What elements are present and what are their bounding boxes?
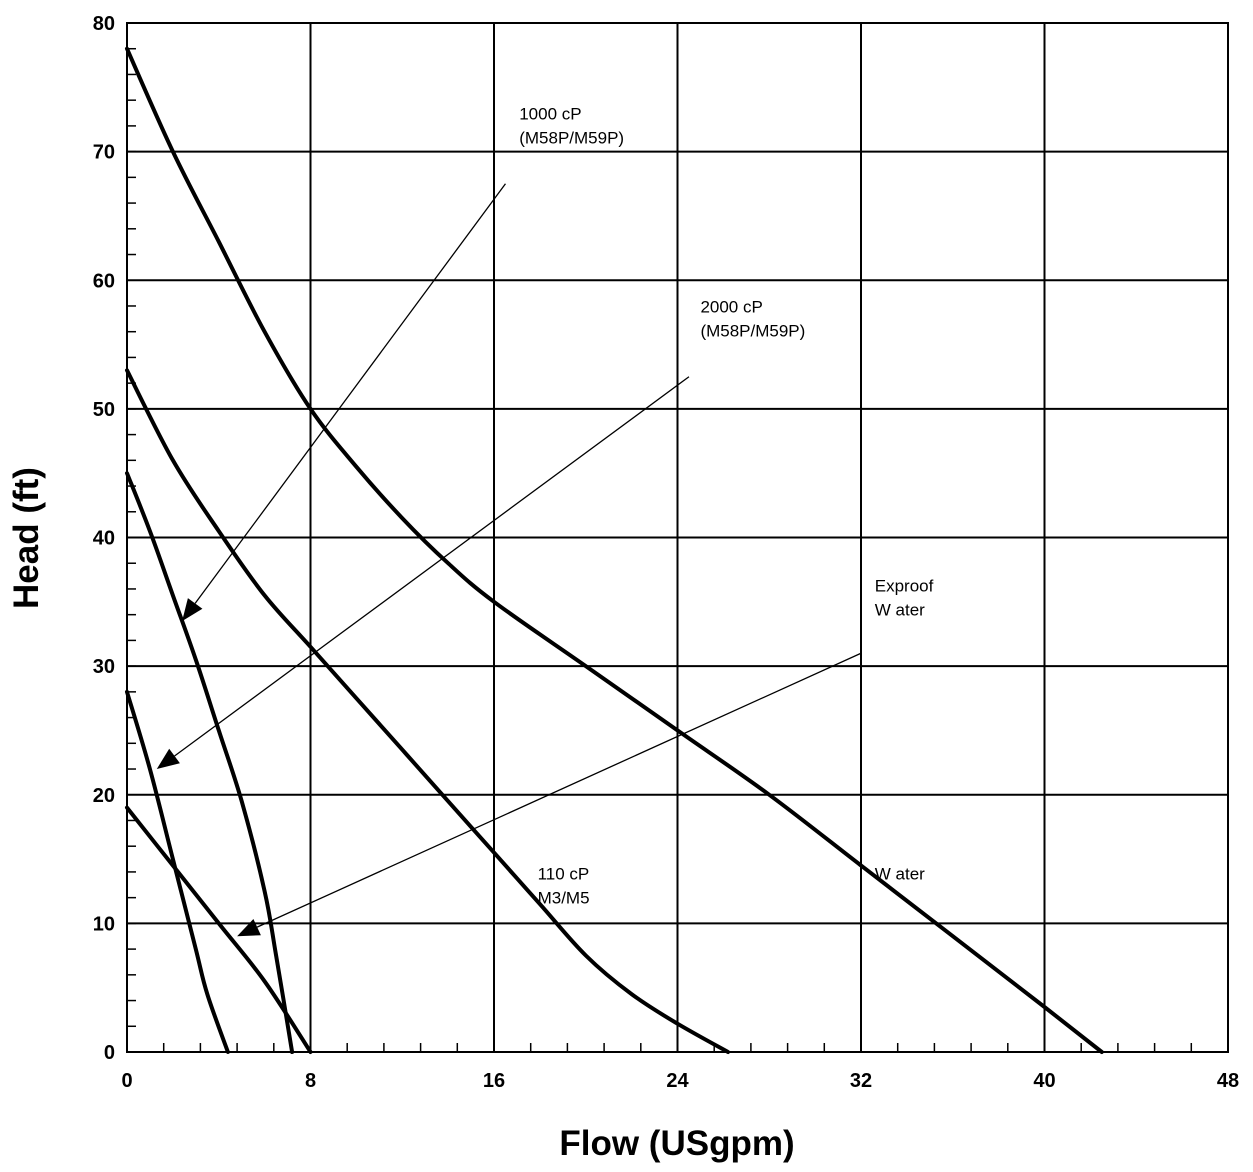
ann-2000-label: (M58P/M59P)	[700, 321, 805, 340]
ann-1000-leader-line	[194, 183, 506, 604]
ann-exproof-leader-line	[256, 652, 862, 928]
ann-2000-label: 2000 cP	[700, 297, 762, 316]
ann-1000-arrowhead	[182, 598, 203, 622]
y-tick-label: 70	[93, 142, 115, 164]
y-tick-label: 80	[93, 13, 115, 35]
y-tick-label: 10	[93, 913, 115, 935]
ann-exproof-arrowhead	[237, 919, 261, 937]
x-tick-label: 24	[666, 1070, 689, 1092]
y-tick-label: 20	[93, 785, 115, 807]
ann-1000-label: (M58P/M59P)	[519, 128, 624, 147]
ann-110-label: M3/M5	[538, 889, 590, 908]
y-tick-label: 60	[93, 270, 115, 292]
grid-lines	[127, 23, 1228, 1052]
x-axis-title: Flow (USgpm)	[559, 1124, 794, 1163]
series-line-3	[125, 689, 230, 1054]
annotations: 1000 cP (M58P/M59P) 2000 cP (M58P/M59P) Expr…	[156, 104, 934, 937]
series-line-0	[125, 46, 1104, 1054]
y-tick-label: 0	[104, 1042, 115, 1064]
y-tick-label: 30	[93, 656, 115, 678]
x-tick-label: 16	[483, 1070, 505, 1092]
x-tick-label: 0	[121, 1070, 132, 1092]
series-line-4	[125, 805, 313, 1054]
x-tick-label: 48	[1217, 1070, 1239, 1092]
ann-water-label: W ater	[875, 865, 925, 884]
axis-ticks: 0 8 16 24 32 40 48 0 10 20 30 40 50 60 70 80	[93, 13, 1239, 1092]
y-axis-title: Head (ft)	[7, 467, 46, 609]
ann-2000-leader-line	[174, 376, 690, 757]
ann-110-label: 110 cP	[538, 865, 590, 884]
ann-1000-label: 1000 cP	[519, 104, 581, 123]
series-line-1	[125, 368, 730, 1054]
ann-exproof-label: W ater	[875, 601, 925, 620]
ann-2000-arrowhead	[156, 748, 180, 769]
x-tick-label: 32	[850, 1070, 872, 1092]
x-tick-label: 40	[1033, 1070, 1055, 1092]
series-line-2	[125, 471, 295, 1054]
y-tick-label: 40	[93, 528, 115, 550]
curves	[125, 46, 1104, 1054]
y-tick-label: 50	[93, 399, 115, 421]
x-tick-label: 8	[305, 1070, 316, 1092]
ann-exproof-label: Exproof	[875, 577, 934, 596]
